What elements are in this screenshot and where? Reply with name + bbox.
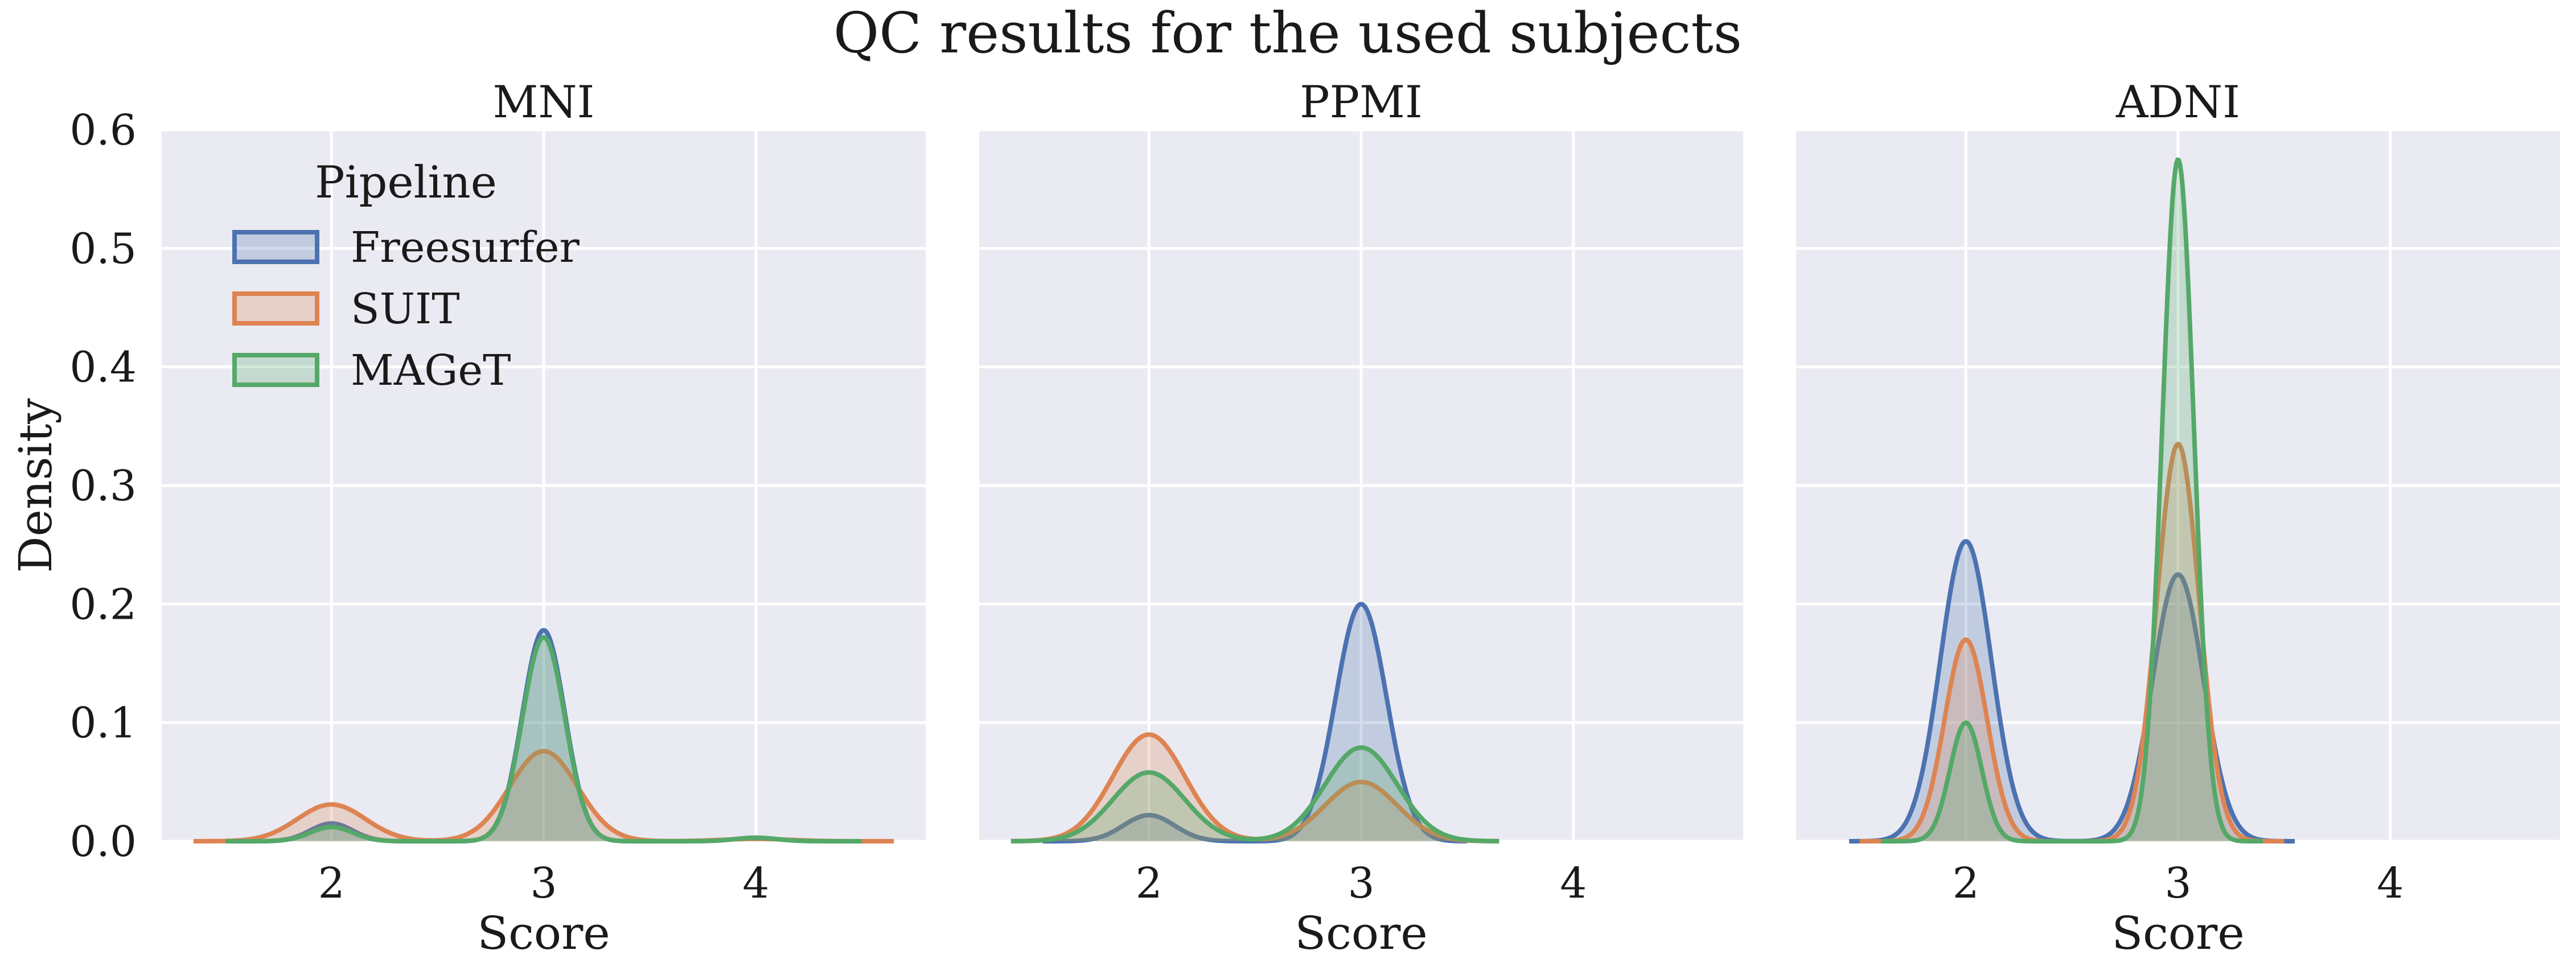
panel-adni: ADNI 2 3 4 Score — [1796, 77, 2560, 960]
legend-label-suit: SUIT — [351, 285, 460, 334]
series-line-maget — [1010, 745, 1500, 844]
x-tick-label: 4 — [742, 859, 769, 908]
panel-title: PPMI — [1300, 77, 1423, 128]
x-axis-label: Score — [477, 907, 610, 960]
series-line-maget — [1880, 157, 2264, 844]
y-tick-label: 0.6 — [69, 106, 137, 155]
y-tick-label: 0.1 — [69, 699, 137, 748]
y-tick-label: 0.4 — [69, 343, 137, 392]
y-tick-label: 0.5 — [69, 224, 137, 273]
x-axis-label: Score — [1295, 907, 1427, 960]
legend: Pipeline Freesurfer SUIT MAGeT — [232, 157, 580, 395]
x-tick-label: 2 — [1953, 859, 1979, 908]
x-tick-label: 3 — [1347, 859, 1374, 908]
panel-ppmi: PPMI 2 3 4 Score — [979, 77, 1743, 960]
legend-swatch-suit — [232, 291, 319, 326]
y-tick-label: 0.2 — [69, 580, 137, 629]
series-area-suit — [1859, 444, 2285, 841]
figure-title: QC results for the used subjects — [833, 1, 1742, 66]
x-tick-label: 2 — [1136, 859, 1162, 908]
series-area-suit — [193, 751, 894, 841]
series-area-maget — [1010, 747, 1499, 841]
panel-mni: MNI 2 3 4 Score 0.0 0.1 0.2 0.3 0.4 0.5 0.6 Density — [9, 77, 926, 960]
panel-title: ADNI — [2115, 77, 2240, 128]
panels: MNI 2 3 4 Score 0.0 0.1 0.2 0.3 0.4 0.5 0.6 Density P… — [9, 77, 2560, 960]
x-tick-label: 4 — [2377, 859, 2404, 908]
series-area-freesurfer — [225, 630, 650, 841]
series-area-freesurfer — [1849, 541, 2295, 841]
legend-label-maget: MAGeT — [351, 346, 511, 395]
series-area-suit — [1010, 734, 1499, 841]
x-tick-label: 4 — [1560, 859, 1587, 908]
series-line-maget — [225, 635, 862, 844]
x-tick-label: 3 — [530, 859, 557, 908]
y-axis-label: Density — [9, 398, 62, 573]
panel-title: MNI — [493, 77, 595, 128]
y-tick-label: 0.0 — [69, 817, 137, 866]
x-axis-label: Score — [2111, 907, 2244, 960]
legend-title: Pipeline — [315, 157, 497, 208]
legend-swatch-maget — [232, 353, 319, 387]
y-tick-label: 0.3 — [69, 462, 137, 511]
x-tick-label: 3 — [2164, 859, 2191, 908]
x-tick-label: 2 — [318, 859, 345, 908]
legend-label-freesurfer: Freesurfer — [351, 223, 580, 272]
legend-swatch-freesurfer — [232, 230, 319, 264]
series-area-maget — [225, 637, 862, 841]
